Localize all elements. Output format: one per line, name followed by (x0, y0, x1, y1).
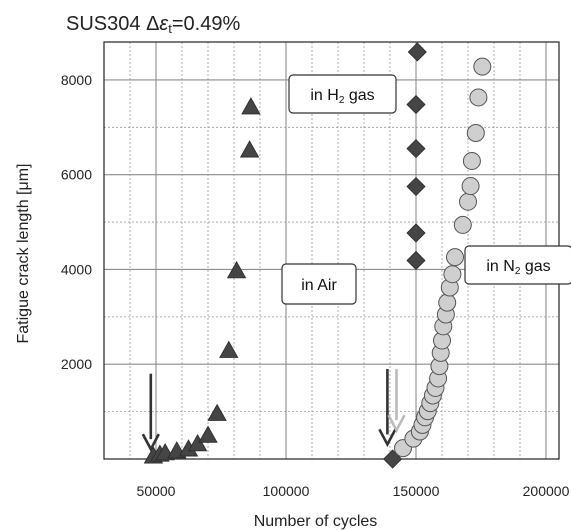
n2-point (473, 57, 492, 76)
n2-point (446, 248, 464, 267)
n2-point (438, 293, 457, 312)
svg-text:in Air: in Air (301, 277, 337, 294)
x-axis-label: Number of cycles (254, 513, 378, 530)
svg-text:in N2 gas: in N2 gas (486, 258, 550, 277)
h2-point (406, 94, 426, 115)
y-tick-label: 4000 (61, 261, 92, 277)
svg-text:in H2 gas: in H2 gas (310, 87, 374, 106)
chart-title: SUS304 Δεt=0.49% (66, 13, 240, 36)
air-point (219, 340, 239, 358)
arrow-marker (387, 368, 406, 433)
x-tick-label: 50000 (137, 483, 176, 499)
n2-point (443, 265, 462, 284)
air-point (226, 261, 247, 279)
data-points (143, 42, 492, 469)
n2-point (462, 151, 481, 170)
tick-labels: 50000 100000 150000 200000 2000 4000 6000 8000 (61, 72, 570, 499)
arrow-marker (378, 368, 397, 448)
air-point (187, 434, 208, 452)
h2-point (406, 176, 426, 197)
h2-point (406, 223, 426, 243)
x-tick-label: 150000 (393, 483, 440, 499)
n2-point (466, 123, 485, 142)
annotation-h2: in H2 gas (288, 74, 397, 114)
y-tick-label: 2000 (61, 356, 92, 372)
x-tick-label: 100000 (263, 483, 310, 499)
y-axis-label: Fatigue crack length [μm] (15, 164, 32, 344)
n2-point (461, 177, 480, 196)
air-point (207, 403, 227, 421)
air-point (241, 97, 261, 115)
y-tick-label: 8000 (61, 72, 92, 88)
h2-point (407, 42, 427, 62)
arrows (141, 368, 406, 452)
y-tick-label: 6000 (61, 167, 92, 183)
n2-point (453, 215, 472, 234)
x-tick-label: 200000 (523, 483, 570, 499)
air-point (198, 425, 218, 443)
n2-point (469, 88, 488, 107)
annotation-n2: in N2 gas (464, 245, 571, 285)
annotations: in H2 gas in Air in N2 gas (281, 74, 571, 305)
arrow-marker (141, 373, 160, 452)
n2-point (459, 192, 477, 211)
h2-point (406, 139, 426, 159)
annotation-air: in Air (281, 263, 357, 305)
air-point (239, 140, 260, 158)
h2-point (406, 250, 426, 271)
